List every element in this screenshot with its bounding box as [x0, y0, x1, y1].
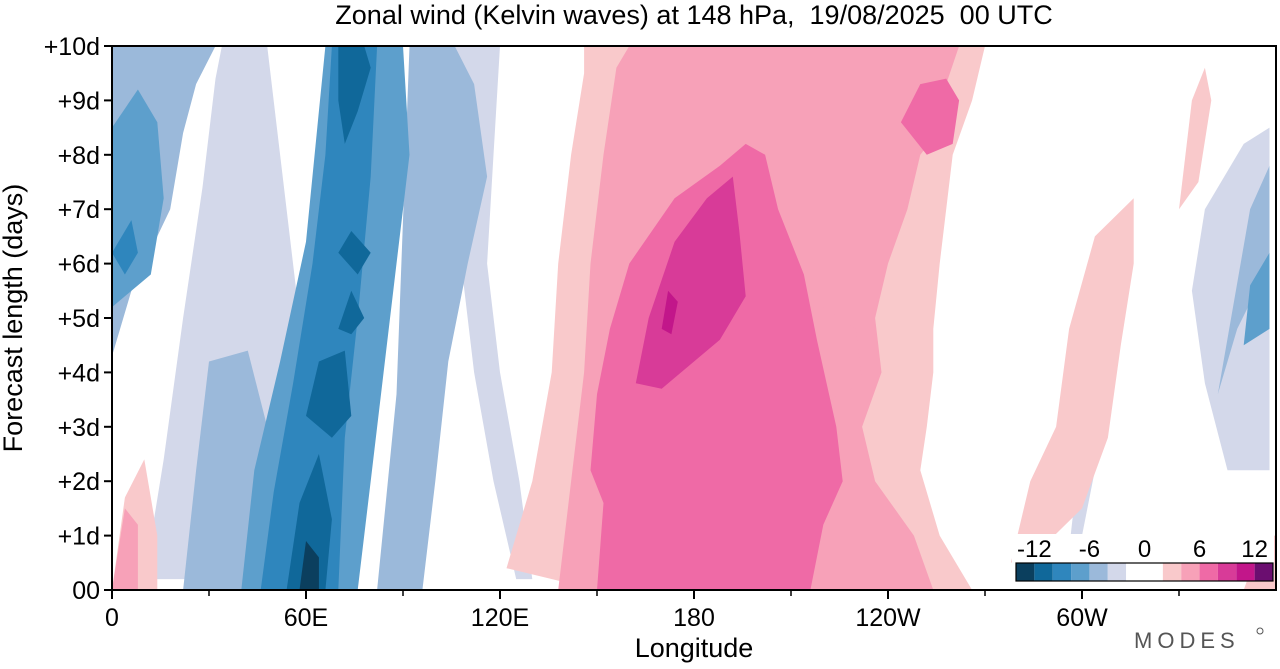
- x-tick-label-5: 60W: [1056, 604, 1108, 632]
- colorbar-swatch-9: [1199, 563, 1218, 581]
- y-tick-label-8: +8d: [58, 142, 100, 170]
- colorbar-swatch-3: [1071, 563, 1090, 581]
- colorbar-swatch-10: [1217, 563, 1237, 581]
- y-tick-label-4: +4d: [58, 359, 100, 387]
- y-tick-label-9: +9d: [58, 87, 100, 115]
- x-tick-label-0: 0: [105, 604, 119, 632]
- contour-band-18: [299, 541, 319, 590]
- contour-band-16: [338, 231, 371, 275]
- colorbar-label-1: -6: [1079, 536, 1100, 563]
- chart-title: Zonal wind (Kelvin waves) at 148 hPa, 19…: [335, 0, 1052, 30]
- modes-logo: MODES: [1134, 628, 1240, 653]
- x-axis: 0 60E 120E 180 120W 60W: [105, 590, 1180, 632]
- y-axis: 00 +1d +2d +3d +4d +5d +6d +7d +8d +9d +10d: [44, 33, 112, 605]
- colorbar-label-3: 6: [1193, 536, 1206, 563]
- contour-band-29: [635, 176, 746, 389]
- x-tick-label-1: 60E: [284, 604, 328, 632]
- y-tick-label-5: +5d: [58, 305, 100, 333]
- y-tick-label-0: 00: [72, 577, 100, 605]
- contour-band-7: [1217, 165, 1270, 395]
- x-tick-label-2: 120E: [471, 604, 529, 632]
- colorbar-label-2: 0: [1138, 536, 1151, 563]
- contour-band-14: [306, 350, 352, 438]
- registered-mark-icon: [1256, 627, 1264, 635]
- contour-band-27: [590, 143, 843, 590]
- colorbar-swatch-5: [1107, 563, 1127, 581]
- y-tick-label-3: +3d: [58, 414, 100, 442]
- colorbar-frame: [1015, 562, 1274, 582]
- x-tick-label-4: 120W: [855, 604, 921, 632]
- contour-band-24: [112, 508, 138, 590]
- y-tick-label-7: +7d: [58, 196, 100, 224]
- y-tick-label-10: +10d: [44, 33, 100, 61]
- colorbar-swatch-4: [1089, 563, 1108, 581]
- y-tick-label-2: +2d: [58, 468, 100, 496]
- colorbar-swatch-8: [1181, 563, 1200, 581]
- contour-band-17: [338, 46, 371, 144]
- colorbar-swatch-1: [1034, 563, 1053, 581]
- contour-band-15: [338, 290, 365, 335]
- x-tick-label-3: 180: [673, 604, 715, 632]
- contour-band-30: [661, 290, 678, 335]
- colorbar-swatch-6: [1126, 563, 1163, 581]
- y-axis-label: Forecast length (days): [0, 184, 28, 453]
- contour-band-5: [183, 350, 268, 590]
- contour-band-12: [260, 46, 378, 590]
- contour-band-11: [112, 220, 138, 275]
- contour-band-21: [1010, 198, 1134, 563]
- contour-band-22: [1179, 67, 1212, 210]
- contour-fields: [112, 46, 1276, 590]
- colorbar-swatch-2: [1052, 563, 1072, 581]
- colorbar-swatch-0: [1016, 563, 1035, 581]
- colorbar-legend: -12 -6 0 6 12: [1012, 534, 1274, 582]
- colorbar-label-4: 12: [1241, 536, 1268, 563]
- y-tick-label-6: +6d: [58, 251, 100, 279]
- colorbar-swatch-7: [1162, 563, 1182, 581]
- y-tick-label-1: +1d: [58, 523, 100, 551]
- contour-band-28: [900, 78, 960, 155]
- colorbar-label-0: -12: [1017, 536, 1052, 563]
- colorbar-swatch-11: [1236, 563, 1255, 581]
- colorbar-swatch-12: [1254, 563, 1273, 581]
- contour-band-13: [286, 454, 332, 590]
- x-axis-label: Longitude: [635, 633, 754, 663]
- contour-band-10: [1243, 252, 1270, 346]
